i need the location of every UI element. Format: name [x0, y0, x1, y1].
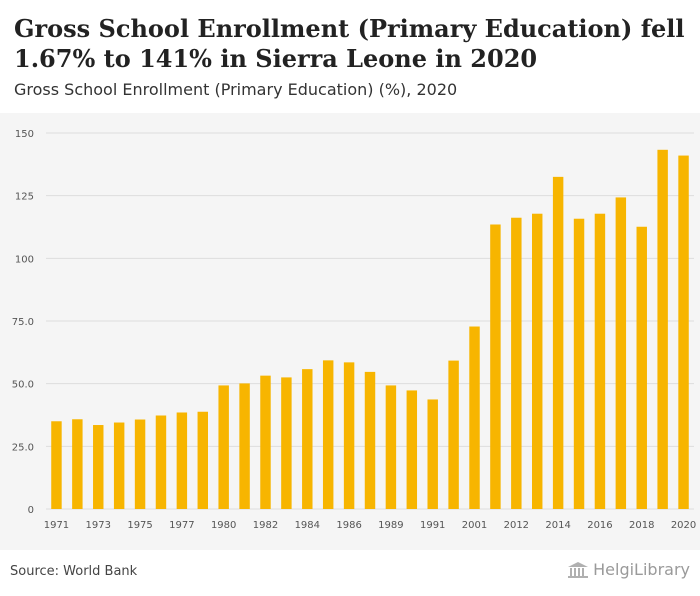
bar[interactable] [134, 419, 146, 509]
y-tick-label: 50.0 [12, 380, 34, 391]
bar[interactable] [427, 399, 438, 509]
bar[interactable] [281, 377, 292, 509]
bar[interactable] [364, 371, 376, 509]
bar[interactable] [636, 226, 647, 509]
x-tick-label: 1980 [211, 520, 236, 531]
bar[interactable] [594, 213, 606, 509]
bar[interactable] [406, 390, 418, 509]
bar[interactable] [678, 155, 689, 509]
bar[interactable] [51, 421, 62, 509]
bar[interactable] [448, 360, 459, 509]
bar[interactable] [343, 362, 355, 509]
bar[interactable] [469, 326, 480, 509]
chart-title: Gross School Enrollment (Primary Educati… [14, 14, 685, 73]
chart-panel: 0 25.0 50.0 75.0 100 125 150 1971 1973 1975 1977 19… [0, 113, 700, 550]
library-building-icon [568, 561, 589, 578]
bar[interactable] [532, 213, 543, 509]
bar[interactable] [113, 422, 125, 509]
bar[interactable] [511, 217, 522, 509]
bar-chart: 0 25.0 50.0 75.0 100 125 150 1971 1973 1975 1977 19… [12, 129, 697, 531]
x-tick-label: 1984 [295, 520, 320, 531]
x-tick-label: 1982 [253, 520, 278, 531]
bar[interactable] [573, 218, 585, 509]
x-tick-label: 2018 [629, 520, 654, 531]
x-tick-label: 1991 [420, 520, 445, 531]
bar[interactable] [218, 385, 229, 509]
x-tick-label: 1986 [336, 520, 361, 531]
y-tick-label: 150 [15, 129, 34, 140]
y-tick-label: 25.0 [12, 442, 34, 453]
x-tick-label: 2001 [462, 520, 487, 531]
x-tick-label: 1977 [169, 520, 194, 531]
bar[interactable] [657, 149, 668, 509]
x-tick-label: 1971 [44, 520, 69, 531]
x-tick-label: 1973 [86, 520, 111, 531]
brand-logo[interactable]: HelgiLibrary [567, 560, 690, 579]
y-tick-label: 75.0 [12, 317, 34, 328]
bar[interactable] [615, 197, 627, 509]
bar[interactable] [197, 411, 208, 509]
bar[interactable] [72, 419, 83, 509]
bar[interactable] [322, 360, 334, 509]
bar[interactable] [302, 369, 313, 509]
y-tick-label: 0 [28, 505, 34, 516]
x-tick-label: 2012 [504, 520, 529, 531]
x-tick-label: 1989 [378, 520, 403, 531]
x-tick-label: 2014 [545, 520, 570, 531]
bar[interactable] [552, 176, 564, 509]
chart-subtitle: Gross School Enrollment (Primary Educati… [14, 80, 458, 99]
y-tick-label: 125 [15, 192, 34, 203]
brand-name: HelgiLibrary [593, 560, 690, 579]
x-tick-label: 2016 [587, 520, 612, 531]
bar[interactable] [260, 375, 271, 509]
x-tick-label: 1975 [127, 520, 152, 531]
bar[interactable] [155, 415, 167, 509]
bar[interactable] [239, 383, 250, 509]
y-tick-label: 100 [15, 254, 34, 265]
bar[interactable] [93, 425, 104, 509]
source-note: Source: World Bank [10, 564, 138, 579]
bar[interactable] [490, 224, 501, 509]
x-tick-label: 2020 [671, 520, 696, 531]
bar[interactable] [385, 385, 397, 509]
bar[interactable] [176, 412, 188, 509]
